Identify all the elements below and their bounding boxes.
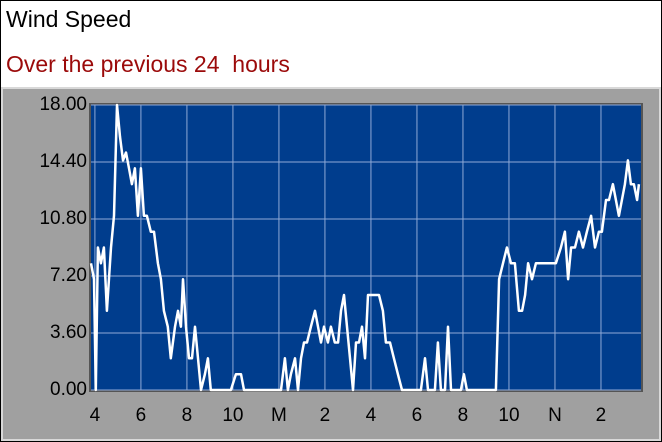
y-tick-label: 7.20 bbox=[50, 265, 87, 286]
x-tick-label: N bbox=[548, 405, 562, 426]
x-tick-label: 6 bbox=[412, 405, 423, 426]
y-tick-label: 18.00 bbox=[39, 94, 87, 115]
x-tick-label: 2 bbox=[596, 405, 607, 426]
x-tick-label: 8 bbox=[182, 405, 193, 426]
x-tick-label: 2 bbox=[320, 405, 331, 426]
y-tick-label: 0.00 bbox=[50, 379, 87, 400]
x-tick-label: 8 bbox=[458, 405, 469, 426]
x-tick-label: 6 bbox=[136, 405, 147, 426]
y-tick-label: 14.40 bbox=[39, 151, 87, 172]
x-tick-label: 4 bbox=[90, 405, 101, 426]
x-tick-label: 10 bbox=[222, 405, 243, 426]
x-tick-label: M bbox=[271, 405, 287, 426]
y-tick-label: 10.80 bbox=[39, 208, 87, 229]
panel-bevel bbox=[1, 87, 661, 441]
chart-subtitle: Over the previous 24 hours bbox=[6, 51, 290, 77]
y-tick-label: 3.60 bbox=[50, 322, 87, 343]
x-tick-label: 4 bbox=[366, 405, 377, 426]
data-line bbox=[89, 103, 641, 392]
x-tick-label: 10 bbox=[498, 405, 519, 426]
chart-title: Wind Speed bbox=[6, 6, 132, 32]
